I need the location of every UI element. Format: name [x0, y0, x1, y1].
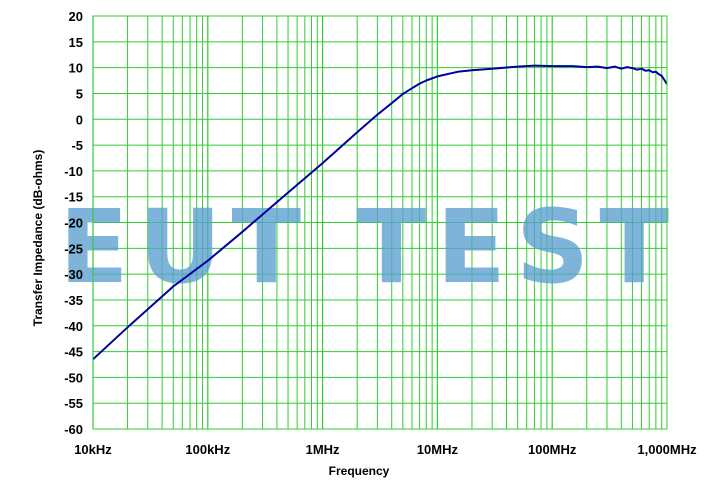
- y-tick-label: -40: [64, 319, 83, 334]
- y-tick-label: -5: [71, 138, 83, 153]
- x-axis-ticks: 10kHz 100kHz 1MHz 10MHz 100MHz 1,000MHz: [74, 442, 697, 457]
- y-tick-label: -45: [64, 345, 83, 360]
- y-tick-label: -25: [64, 241, 83, 256]
- x-tick-label: 10MHz: [417, 442, 459, 457]
- y-axis-title: Transfer Impedance (dB-ohms): [31, 150, 45, 327]
- series-line: [92, 64, 668, 361]
- x-axis-title: Frequency: [329, 464, 390, 478]
- x-tick-label: 1MHz: [306, 442, 340, 457]
- y-tick-label: -50: [64, 370, 83, 385]
- y-tick-label: -20: [64, 216, 83, 231]
- y-tick-label: -60: [64, 422, 83, 437]
- y-tick-label: -35: [64, 293, 83, 308]
- y-tick-label: 15: [69, 35, 83, 50]
- y-tick-label: -15: [64, 190, 83, 205]
- series-layer: [92, 64, 668, 361]
- y-tick-label: -30: [64, 267, 83, 282]
- y-axis-ticks: 20 15 10 5 0 -5 -10 -15 -20 -25 -30 -35 -40 -45 -50 -55…: [64, 9, 83, 437]
- y-tick-label: -55: [64, 396, 83, 411]
- watermark-text: EUT TEST: [59, 188, 679, 307]
- x-tick-label: 100MHz: [528, 442, 577, 457]
- x-tick-label: 100kHz: [185, 442, 230, 457]
- grid-lines: [92, 15, 667, 430]
- plot-area-frame: [92, 15, 668, 430]
- y-tick-label: 0: [76, 112, 83, 127]
- y-tick-label: 5: [76, 86, 83, 101]
- y-tick-label: 10: [69, 61, 83, 76]
- x-tick-label: 10kHz: [74, 442, 112, 457]
- y-tick-label: -10: [64, 164, 83, 179]
- x-tick-label: 1,000MHz: [637, 442, 697, 457]
- y-tick-label: 20: [69, 9, 83, 24]
